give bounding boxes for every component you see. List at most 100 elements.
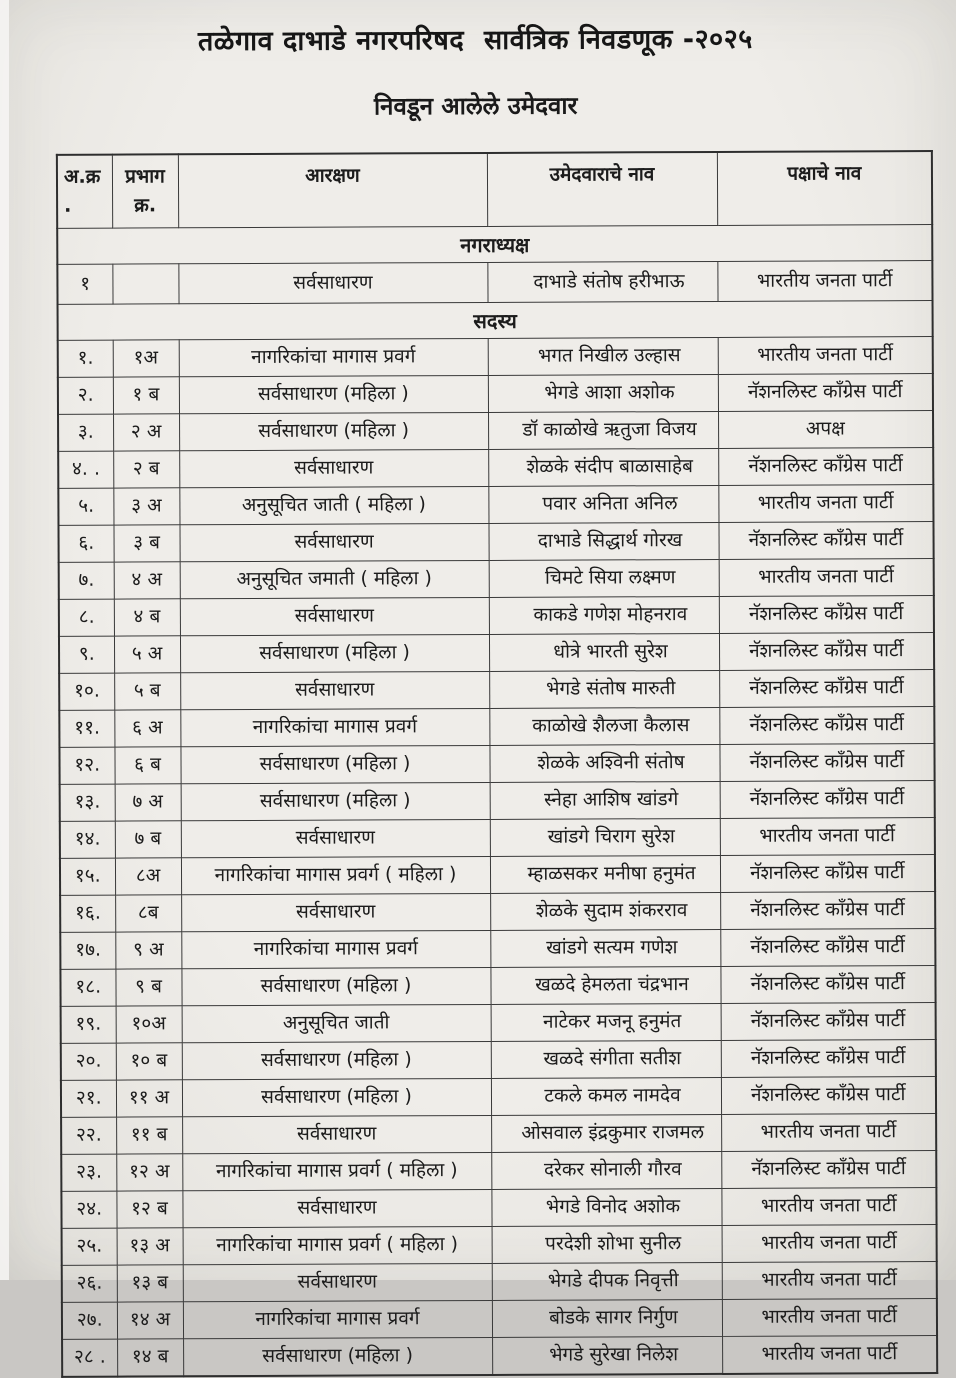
ward-cell: १२ ब <box>116 1191 182 1228</box>
ward-cell: १४ अ <box>117 1302 183 1339</box>
reservation-cell: सर्वसाधारण <box>182 1115 491 1153</box>
reservation-cell: नागरिकांचा मागास प्रवर्ग ( महिला ) <box>181 856 490 894</box>
candidate-cell: पवार अनिता अनिल <box>488 485 718 523</box>
serial-cell: २८ . <box>62 1339 117 1377</box>
serial-cell: ७. <box>59 562 114 599</box>
party-cell: नॅशनलिस्ट कॉंग्रेस पार्टी <box>720 781 935 819</box>
candidate-cell: चिमटे सिया लक्ष्मण <box>489 559 719 597</box>
ward-cell: १०अ <box>116 1006 182 1043</box>
party-cell: नॅशनलिस्ट कॉंग्रेस पार्टी <box>719 744 934 782</box>
reservation-cell: अनुसूचित जाती ( महिला ) <box>179 486 488 524</box>
candidate-cell: खळदे संगीता सतीश <box>491 1040 721 1078</box>
section-label: नगराध्यक्ष <box>57 225 932 265</box>
candidate-cell: खळदे हेमलता चंद्रभान <box>490 966 720 1004</box>
document-content: तळेगाव दाभाडे नगरपरिषद सार्वत्रिक निवडणू… <box>0 0 956 1282</box>
reservation-cell: सर्वसाधारण <box>179 449 488 487</box>
reservation-cell: सर्वसाधारण (महिला ) <box>180 634 489 672</box>
ward-cell <box>112 264 178 304</box>
party-cell: नॅशनलिस्ट कॉंग्रेस पार्टी <box>720 892 935 930</box>
header-serial-no: अ.क्र . <box>57 155 112 229</box>
section-header-row: सदस्य <box>58 301 933 341</box>
reservation-cell: अनुसूचित जमाती ( महिला ) <box>180 560 489 598</box>
serial-cell: ६. <box>58 525 113 562</box>
party-cell: भारतीय जनता पार्टी <box>722 1299 937 1337</box>
reservation-cell: सर्वसाधारण <box>181 893 490 931</box>
serial-cell: २०. <box>61 1043 116 1080</box>
serial-cell: २४. <box>61 1191 116 1228</box>
party-cell: भारतीय जनता पार्टी <box>722 1225 937 1263</box>
party-cell: नॅशनलिस्ट कॉंग्रेस पार्टी <box>719 633 934 671</box>
reservation-cell: नागरिकांचा मागास प्रवर्ग <box>183 1300 492 1338</box>
candidate-cell: दरेकर सोनाली गौरव <box>491 1151 721 1189</box>
ward-cell: ११ अ <box>116 1080 182 1117</box>
document-title: तळेगाव दाभाडे नगरपरिषद सार्वत्रिक निवडणू… <box>0 18 953 59</box>
party-cell: भारतीय जनता पार्टी <box>721 1188 936 1226</box>
candidate-cell: म्हाळसकर मनीषा हनुमंत <box>490 855 720 893</box>
serial-cell: १७. <box>60 932 115 969</box>
candidate-cell: शेळके संदीप बाळासाहेब <box>488 448 718 486</box>
candidate-cell: भगत निखील उल्हास <box>488 337 718 375</box>
candidate-cell: धोत्रे भारती सुरेश <box>489 633 719 671</box>
reservation-cell: सर्वसाधारण (महिला ) <box>183 1337 492 1376</box>
ward-cell: ७ ब <box>115 821 181 858</box>
header-ward-no: प्रभाग क्र. <box>112 154 178 228</box>
ward-cell: ९ ब <box>115 969 181 1006</box>
serial-cell: १. <box>58 340 113 377</box>
header-ward-line1: प्रभाग <box>125 165 165 187</box>
header-reservation: आरक्षण <box>178 153 487 228</box>
candidate-cell: भेगडे संतोष मारुती <box>489 670 719 708</box>
reservation-cell: नागरिकांचा मागास प्रवर्ग <box>180 708 489 746</box>
party-cell: अपक्ष <box>718 411 933 449</box>
ward-cell: १३ ब <box>117 1265 183 1302</box>
reservation-cell: अनुसूचित जाती <box>182 1004 491 1042</box>
party-cell: नॅशनलिस्ट कॉंग्रेस पार्टी <box>719 596 934 634</box>
party-cell: नॅशनलिस्ट कॉंग्रेस पार्टी <box>718 522 933 560</box>
ward-cell: ५ अ <box>114 636 180 673</box>
header-row: अ.क्र . प्रभाग क्र. आरक्षण उमेदवाराचे ना… <box>57 151 932 228</box>
party-cell: भारतीय जनता पार्टी <box>722 1262 937 1300</box>
reservation-cell: सर्वसाधारण <box>180 597 489 635</box>
candidate-cell: भेगडे विनोद अशोक <box>491 1188 721 1226</box>
candidate-cell: नाटेकर मजनू हनुमंत <box>491 1003 721 1041</box>
reservation-cell: सर्वसाधारण <box>182 1189 491 1227</box>
party-cell: भारतीय जनता पार्टी <box>718 337 933 375</box>
reservation-cell: सर्वसाधारण <box>179 523 488 561</box>
party-cell: नॅशनलिस्ट कॉंग्रेस पार्टी <box>721 1040 936 1078</box>
serial-cell: २६. <box>62 1265 117 1302</box>
candidate-cell: भेगडे दीपक निवृत्ती <box>492 1262 722 1300</box>
candidate-cell: ओसवाल इंद्रकुमार राजमल <box>491 1114 721 1152</box>
reservation-cell: सर्वसाधारण <box>180 671 489 709</box>
serial-cell: १६. <box>60 895 115 932</box>
candidate-cell: काकडे गणेश मोहनराव <box>489 596 719 634</box>
serial-cell: १०. <box>59 673 114 710</box>
section-header-row: नगराध्यक्ष <box>57 225 932 265</box>
serial-cell: २१. <box>61 1080 116 1117</box>
header-candidate-name: उमेदवाराचे नाव <box>487 152 717 227</box>
reservation-cell: सर्वसाधारण (महिला ) <box>181 782 490 820</box>
party-cell: भारतीय जनता पार्टी <box>717 261 932 302</box>
candidate-cell: परदेशी शोभा सुनील <box>492 1225 722 1263</box>
party-cell: भारतीय जनता पार्टी <box>719 559 934 597</box>
ward-cell: ४ अ <box>114 562 180 599</box>
scanned-paper-sheet: तळेगाव दाभाडे नगरपरिषद सार्वत्रिक निवडणू… <box>0 0 956 1280</box>
ward-cell: ९ अ <box>115 932 181 969</box>
document-subtitle: निवडून आलेले उमेदवार <box>0 87 954 124</box>
reservation-cell: सर्वसाधारण <box>178 262 487 303</box>
reservation-cell: सर्वसाधारण (महिला ) <box>181 967 490 1005</box>
ward-cell: १४ ब <box>117 1339 183 1377</box>
